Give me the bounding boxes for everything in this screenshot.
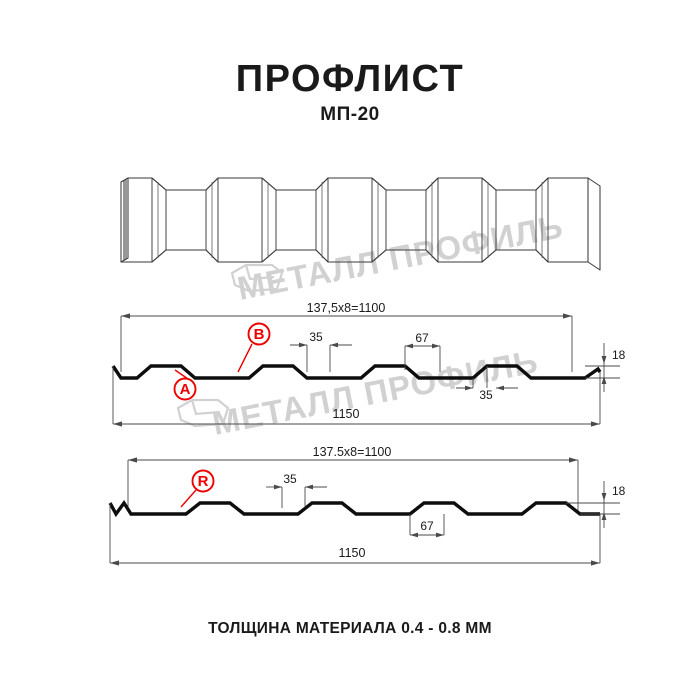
dimension-rib-base [409,514,445,538]
dimension-label-valley: 35 [479,388,493,402]
dimension-label-top: 137,5x8=1100 [307,301,386,315]
dimension-label-rib-top: 35 [283,472,297,486]
isometric-profile-sheet [120,177,601,271]
dimension-label-rib-base: 67 [420,519,434,533]
dimension-label-bottom: 1150 [339,546,366,560]
dimension-top-working-width [120,313,573,372]
marker-a: A [173,369,197,401]
section-a-b: 137,5x8=1100 35 67 [111,301,626,427]
dimension-rib-top [266,484,327,508]
dimension-rib-base [404,343,441,372]
page-subtitle: МП-20 [320,104,380,125]
dimension-label-rib-top: 35 [309,330,323,344]
watermark-text: МЕТАЛЛ ПРОФИЛЬ [234,207,566,306]
dimension-bottom-overall-width [112,366,601,427]
dimension-label-rib-base: 67 [415,331,429,345]
dimension-label-height: 18 [612,348,626,362]
marker-a-label: A [180,381,191,398]
page-title: ПРОФЛИСТ [235,58,465,100]
dimension-label-top: 137.5x8=1100 [313,445,392,459]
marker-r-label: R [198,473,209,490]
dimension-profile-height [585,343,620,392]
marker-r: R [180,469,215,508]
dimension-rib-top-left [290,342,352,372]
watermark-logo-icon [230,263,284,293]
marker-b: B [237,322,271,373]
marker-b-label: B [254,326,265,343]
dimension-profile-height [566,481,620,528]
dimension-label-bottom: 1150 [333,407,360,421]
watermark-logo-icon [176,398,230,428]
dimension-bottom-overall-width [109,503,601,566]
dimension-valley [456,366,518,391]
section-r: 137.5x8=1100 35 67 [108,445,626,566]
dimension-label-height: 18 [612,484,626,498]
material-thickness-caption: ТОЛЩИНА МАТЕРИАЛА 0.4 - 0.8 ММ [208,620,492,637]
profile-cross-section [108,499,600,518]
profile-cross-section [111,364,602,380]
